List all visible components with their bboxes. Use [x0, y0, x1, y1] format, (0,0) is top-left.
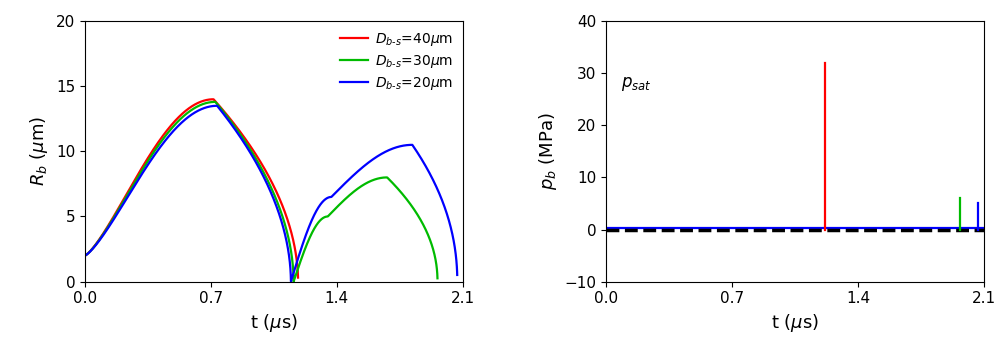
$D_{b\text{-}s}$=20$\mu$m: [259, 176, 271, 181]
$D_{b\text{-}s}$=20$\mu$m: [446, 227, 458, 231]
$D_{b\text{-}s}$=20$\mu$m: [427, 176, 439, 181]
$D_{b\text{-}s}$=30$\mu$m: [238, 137, 250, 142]
$D_{b\text{-}s}$=40$\mu$m: [238, 134, 250, 139]
$D_{b\text{-}s}$=20$\mu$m: [238, 140, 250, 144]
$D_{b\text{-}s}$=30$\mu$m: [79, 253, 91, 258]
$D_{b\text{-}s}$=30$\mu$m: [259, 172, 271, 176]
X-axis label: t ($\mu$s): t ($\mu$s): [250, 312, 298, 334]
Line: $D_{b\text{-}s}$=40$\mu$m: $D_{b\text{-}s}$=40$\mu$m: [85, 99, 298, 278]
$D_{b\text{-}s}$=40$\mu$m: [79, 253, 91, 258]
$D_{b\text{-}s}$=30$\mu$m: [241, 142, 253, 146]
$D_{b\text{-}s}$=30$\mu$m: [354, 186, 366, 190]
$D_{b\text{-}s}$=40$\mu$m: [259, 166, 271, 171]
$D_{b\text{-}s}$=20$\mu$m: [79, 253, 91, 258]
$D_{b\text{-}s}$=20$\mu$m: [241, 145, 253, 149]
X-axis label: t ($\mu$s): t ($\mu$s): [771, 312, 819, 334]
$D_{b\text{-}s}$=30$\mu$m: [427, 244, 439, 249]
Line: $D_{b\text{-}s}$=30$\mu$m: $D_{b\text{-}s}$=30$\mu$m: [85, 102, 438, 282]
$D_{b\text{-}s}$=40$\mu$m: [241, 139, 253, 143]
Line: $D_{b\text{-}s}$=20$\mu$m: $D_{b\text{-}s}$=20$\mu$m: [85, 106, 458, 281]
Y-axis label: $R_b$ ($\mu$m): $R_b$ ($\mu$m): [28, 116, 50, 187]
$D_{b\text{-}s}$=20$\mu$m: [354, 168, 366, 172]
Legend: $D_{b\text{-}s}$=40$\mu$m, $D_{b\text{-}s}$=30$\mu$m, $D_{b\text{-}s}$=20$\mu$m: $D_{b\text{-}s}$=40$\mu$m, $D_{b\text{-}…: [335, 25, 459, 97]
Text: $p_{sat}$: $p_{sat}$: [621, 75, 652, 93]
Y-axis label: $p_b$ (MPa): $p_b$ (MPa): [537, 113, 559, 190]
